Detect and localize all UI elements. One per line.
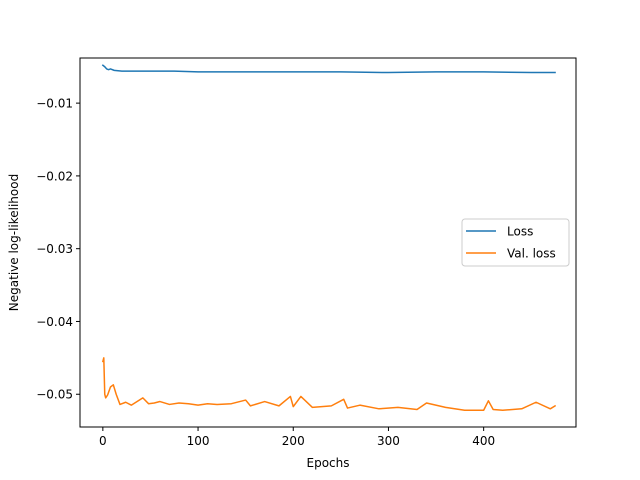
legend-label-1: Val. loss — [507, 247, 556, 261]
y-axis-label: Negative log-likelihood — [7, 174, 21, 311]
plot-area-frame — [79, 57, 577, 428]
x-tick-label: 200 — [282, 434, 305, 448]
y-tick-label: −0.03 — [36, 242, 73, 256]
y-tick-label: −0.05 — [36, 388, 73, 402]
legend-label-0: Loss — [507, 225, 533, 239]
x-axis: 0 100 200 300 400 — [99, 427, 495, 448]
y-tick-label: −0.04 — [36, 315, 73, 329]
x-tick-label: 100 — [187, 434, 210, 448]
x-tick-label: 400 — [472, 434, 495, 448]
legend: Loss Val. loss — [461, 218, 570, 267]
x-axis-label: Epochs — [307, 456, 350, 470]
x-tick-label: 300 — [377, 434, 400, 448]
series-line-0 — [101, 64, 556, 74]
y-tick-label: −0.01 — [36, 97, 73, 111]
x-tick-label: 0 — [99, 434, 107, 448]
y-axis: −0.01 −0.02 −0.03 −0.04 −0.05 — [36, 97, 80, 402]
series-line-1 — [101, 357, 557, 412]
series-layer — [101, 64, 557, 412]
y-tick-label: −0.02 — [36, 169, 73, 183]
